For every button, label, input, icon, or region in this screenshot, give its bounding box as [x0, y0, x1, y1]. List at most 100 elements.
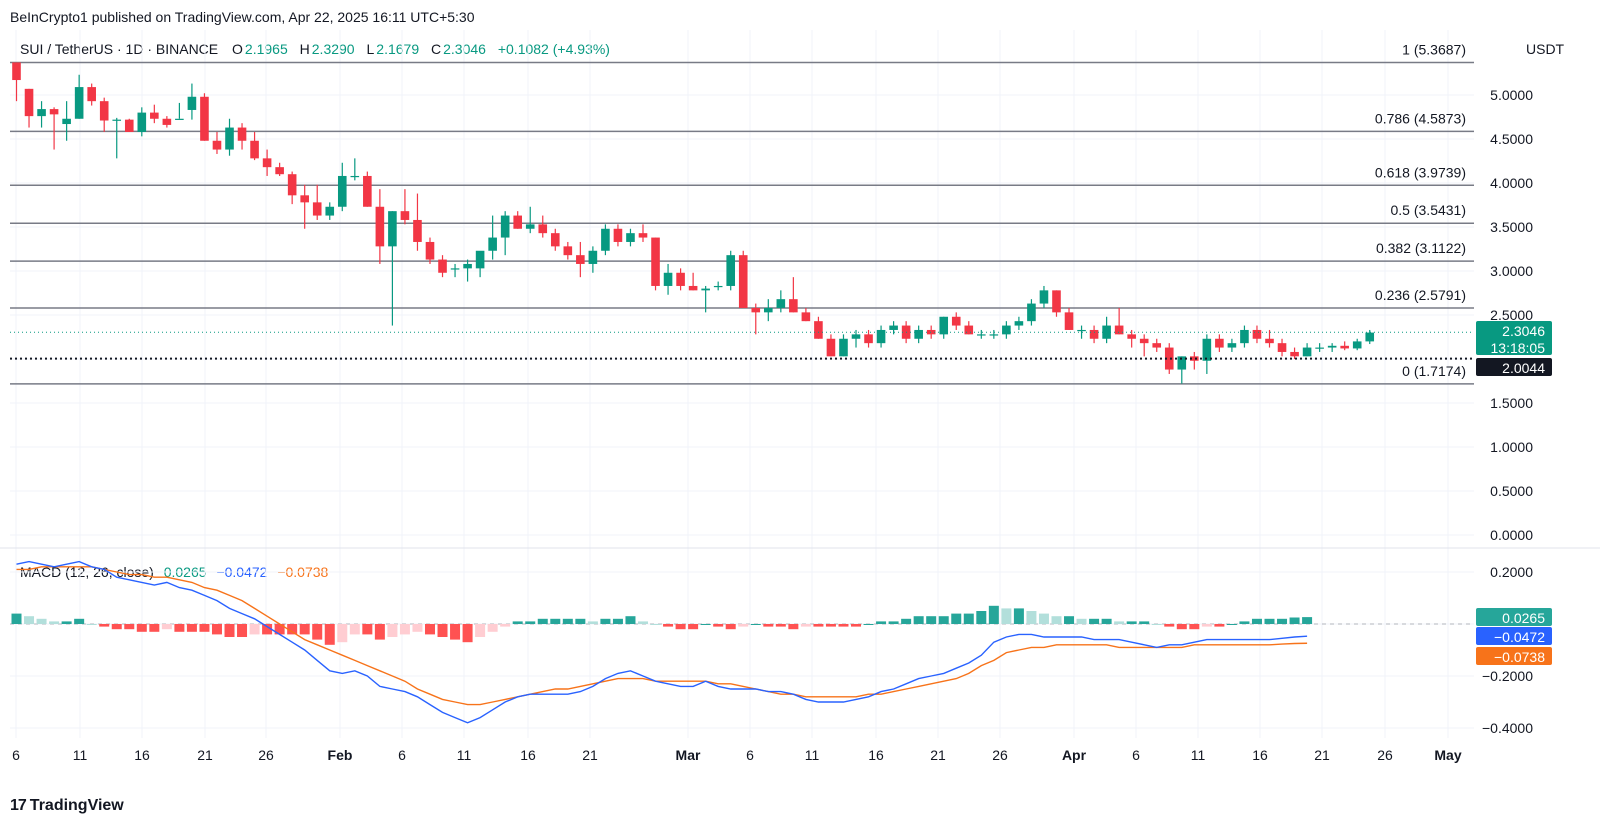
candle-body	[24, 88, 34, 117]
macd-hist-bar	[124, 624, 135, 630]
fib-label: 0.5 (3.5431)	[1391, 202, 1467, 218]
candle-body	[701, 288, 710, 291]
macd-hist-bar	[763, 624, 774, 627]
candle-body	[62, 118, 71, 125]
candle-body	[626, 233, 635, 242]
candle-body	[939, 316, 949, 335]
candle-body	[977, 334, 986, 336]
candle-body	[1064, 312, 1074, 330]
candle-body	[1340, 345, 1349, 349]
candle-body	[851, 334, 861, 339]
candle-body	[212, 140, 222, 150]
candle-body	[262, 158, 272, 168]
date-axis-label: 16	[520, 747, 536, 763]
candle-body	[112, 119, 122, 121]
low-label: L	[366, 41, 375, 57]
macd-hist-bar	[725, 624, 736, 630]
candle-body	[1327, 345, 1337, 348]
symbol-title[interactable]: SUI / TetherUS · 1D · BINANCE	[20, 41, 219, 57]
macd-hist-bar	[976, 611, 987, 624]
candle-body	[1252, 329, 1262, 339]
candle-body	[1102, 325, 1111, 339]
macd-hist-bar	[675, 624, 686, 630]
candle-body	[638, 233, 648, 238]
price-axis-label: 0.5000	[1490, 483, 1533, 499]
candle-body	[1302, 347, 1312, 357]
date-axis-label: 21	[197, 747, 213, 763]
macd-hist-bar	[1139, 621, 1150, 624]
footer-brand[interactable]: 17 TradingView	[10, 797, 124, 815]
price-axis-label: 0.0000	[1490, 527, 1533, 543]
date-axis-label: 11	[73, 747, 88, 763]
macd-signal-badge: −0.0738	[1494, 649, 1545, 665]
macd-hist-bar	[938, 616, 949, 624]
macd-pane	[10, 560, 1474, 724]
candle-body	[964, 325, 974, 335]
candle-body	[438, 259, 447, 273]
countdown-value: 13:18:05	[1491, 340, 1546, 356]
candle-body	[337, 175, 347, 207]
macd-hist-bar	[1089, 618, 1100, 624]
candle-body	[576, 255, 585, 264]
macd-hist-bar	[487, 624, 498, 632]
macd-hist-bar	[450, 624, 461, 640]
open-label: O	[232, 41, 243, 57]
candle-body	[150, 112, 159, 119]
macd-hist-bar	[988, 605, 999, 624]
price-axis-label: 3.5000	[1490, 219, 1533, 235]
macd-hist-bar	[800, 624, 811, 627]
price-badge	[1476, 627, 1552, 645]
macd-hist-bar	[1302, 617, 1313, 624]
candle-body	[1177, 356, 1187, 370]
price-axis-label: 2.5000	[1490, 307, 1533, 323]
candle-body	[463, 263, 472, 269]
macd-hist-bar	[136, 624, 147, 632]
macd-hist-bar	[1176, 624, 1187, 630]
candle-body	[525, 224, 535, 229]
macd-hist-bar	[186, 624, 197, 632]
macd-hist-bar	[713, 624, 724, 627]
date-axis-label: 6	[746, 747, 754, 763]
candle-body	[726, 255, 736, 286]
candle-body	[789, 299, 798, 313]
macd-hist-bar	[1001, 608, 1012, 624]
candle-body	[1215, 338, 1224, 348]
macd-hist-bar	[287, 624, 298, 635]
macd-line-badge: −0.0472	[1494, 629, 1545, 645]
candle-body	[989, 334, 999, 336]
price-badge	[1476, 321, 1552, 355]
candle-body	[826, 338, 836, 357]
macd-hist-bar	[324, 624, 335, 645]
macd-hist-bar	[562, 618, 573, 624]
price-badge	[1476, 608, 1552, 626]
macd-signal-value: −0.0738	[277, 564, 329, 580]
macd-hist-bar	[399, 624, 410, 635]
date-axis-label: 6	[12, 747, 20, 763]
candle-body	[400, 211, 410, 220]
macd-hist-bar	[625, 616, 636, 624]
date-axis-label: 6	[398, 747, 406, 763]
macd-hist-bar	[612, 618, 623, 624]
candle-body	[1152, 343, 1162, 348]
macd-hist-bar	[901, 618, 912, 624]
candle-body	[388, 211, 397, 247]
candles	[10, 62, 1474, 384]
date-axis-label: Feb	[328, 747, 353, 763]
date-axis-label: 21	[1314, 747, 1330, 763]
macd-hist-bar	[1151, 624, 1162, 625]
macd-hist-bar	[1264, 618, 1275, 624]
macd-title[interactable]: MACD (12, 26, close)	[20, 564, 154, 580]
macd-hist-bar	[512, 621, 523, 624]
macd-hist-bar	[525, 621, 536, 624]
candle-body	[550, 233, 560, 247]
macd-hist-bar	[963, 613, 974, 624]
macd-hist-bar	[462, 624, 473, 643]
candle-body	[87, 87, 96, 102]
fib-label: 0.618 (3.9739)	[1375, 164, 1466, 180]
macd-hist-bar	[638, 621, 648, 624]
macd-hist-bar	[387, 624, 398, 637]
currency-label[interactable]: USDT	[1526, 41, 1565, 57]
axes: 5.0000 4.5000 4.0000 3.5000 3.0000 2.5000 1.50…	[12, 87, 1533, 763]
candle-body	[300, 195, 309, 203]
